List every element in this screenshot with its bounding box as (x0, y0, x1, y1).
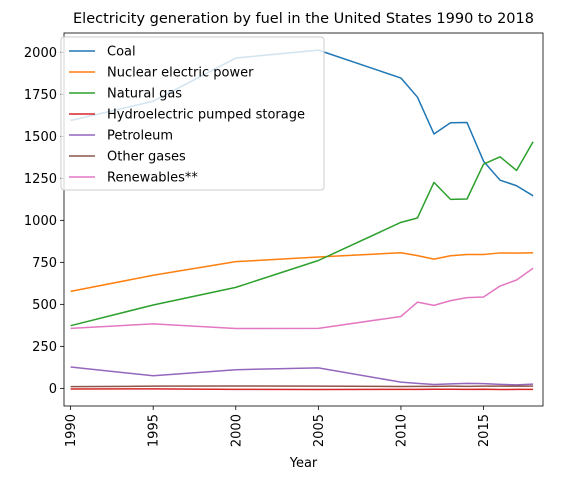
chart-title: Electricity generation by fuel in the Un… (73, 11, 534, 27)
x-tick-label: 2015 (477, 414, 492, 447)
y-tick-label: 0 (49, 382, 57, 397)
x-axis-label: Year (289, 456, 318, 471)
y-tick-label: 250 (32, 340, 57, 355)
x-tick-label: 1995 (147, 414, 162, 447)
y-axis: 0 250 500 750 1000 1250 1500 1750 2000 (24, 46, 64, 397)
series-line-3 (70, 388, 534, 391)
x-tick-label: 2005 (312, 414, 327, 447)
series-line-2 (70, 141, 534, 327)
y-tick-label: 1750 (24, 88, 57, 103)
legend-box (60, 36, 325, 191)
x-axis: 1990 1995 2000 2005 2010 2015 (64, 406, 492, 447)
y-tick-label: 1500 (24, 130, 57, 145)
series-line-1 (70, 252, 534, 293)
y-tick-label: 1000 (24, 214, 57, 229)
legend-label: Hydroelectric pumped storage (107, 108, 305, 123)
legend-label: Nuclear electric power (107, 66, 254, 81)
series-lines (70, 49, 534, 391)
legend-label: Coal (107, 45, 136, 60)
legend: Coal Nuclear electric power Natural gas Hyd… (60, 36, 325, 191)
y-tick-label: 750 (32, 256, 57, 271)
series-line-5 (70, 385, 534, 388)
series-line-4 (70, 366, 534, 386)
legend-label: Other gases (107, 150, 186, 165)
x-tick-label: 2000 (229, 414, 244, 447)
y-tick-label: 500 (32, 298, 57, 313)
legend-label: Petroleum (107, 129, 173, 144)
x-tick-label: 2010 (394, 414, 409, 447)
series-line-6 (70, 267, 534, 330)
x-tick-label: 1990 (64, 414, 79, 447)
y-tick-label: 1250 (24, 172, 57, 187)
legend-label: Natural gas (107, 87, 182, 102)
y-tick-label: 2000 (24, 46, 57, 61)
plot-frame (63, 32, 544, 407)
legend-label: Renewables** (107, 171, 198, 186)
